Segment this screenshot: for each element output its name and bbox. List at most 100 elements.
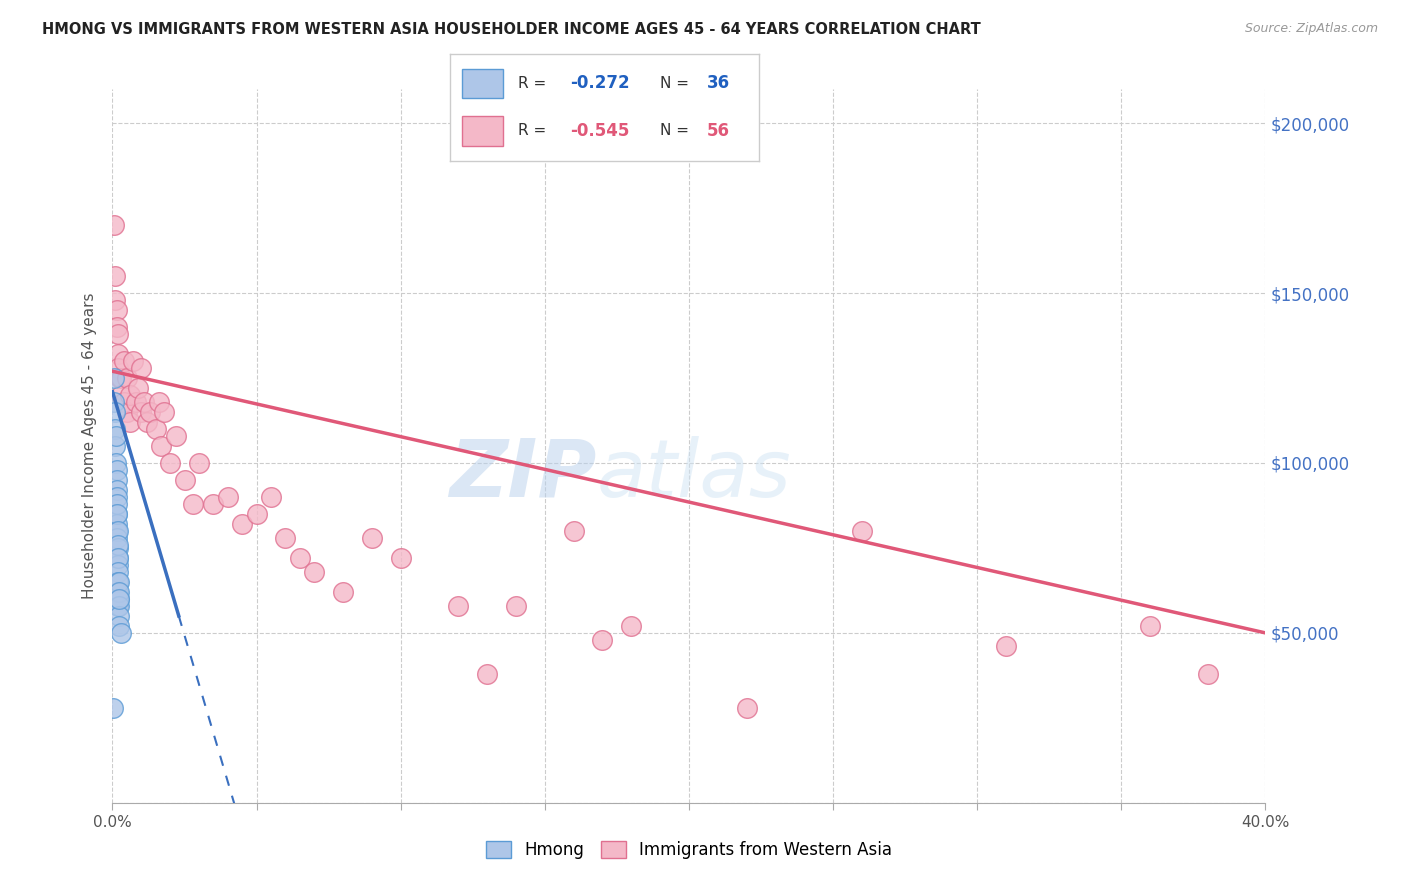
Point [562, 524, 585, 538]
Point [105, 517, 128, 532]
Point [159, 456, 181, 470]
Point [288, 551, 311, 566]
Point [107, 551, 129, 566]
Point [1197, 666, 1219, 681]
Point [103, 371, 125, 385]
Point [851, 524, 873, 538]
Point [202, 497, 225, 511]
Point [592, 632, 614, 647]
Point [360, 531, 382, 545]
Point [107, 574, 129, 589]
Point [104, 405, 127, 419]
Point [105, 531, 128, 545]
Point [118, 388, 141, 402]
Point [107, 599, 129, 613]
Point [127, 381, 149, 395]
Point [104, 269, 127, 284]
Point [104, 439, 127, 453]
Text: -0.272: -0.272 [571, 75, 630, 93]
Point [104, 422, 127, 436]
Point [735, 700, 758, 714]
Point [145, 422, 167, 436]
Point [108, 371, 131, 385]
Text: R =: R = [517, 123, 551, 138]
Point [121, 354, 143, 368]
Bar [463, 69, 502, 98]
Point [246, 507, 269, 521]
Point [108, 591, 131, 606]
Point [107, 558, 129, 572]
Point [165, 429, 187, 443]
Point [332, 585, 354, 599]
Point [105, 490, 128, 504]
Point [107, 326, 129, 341]
Point [188, 456, 211, 470]
Point [118, 415, 141, 429]
Point [148, 394, 170, 409]
Point [1139, 619, 1161, 633]
Point [134, 394, 156, 409]
Point [107, 565, 129, 579]
Point [107, 360, 129, 375]
Point [108, 599, 131, 613]
Point [105, 483, 128, 498]
Text: N =: N = [661, 123, 695, 138]
Point [104, 293, 127, 307]
Point [107, 585, 129, 599]
Text: N =: N = [661, 76, 695, 91]
Point [231, 517, 253, 532]
Point [107, 551, 129, 566]
Point [112, 354, 135, 368]
Text: 36: 36 [707, 75, 730, 93]
Point [105, 320, 128, 334]
Text: 56: 56 [707, 121, 730, 139]
Point [475, 666, 499, 681]
Point [103, 394, 125, 409]
Point [150, 439, 173, 453]
Point [139, 405, 162, 419]
Text: ZIP: ZIP [450, 435, 596, 514]
Point [105, 507, 128, 521]
Legend: Hmong, Immigrants from Western Asia: Hmong, Immigrants from Western Asia [479, 834, 898, 866]
Point [110, 371, 132, 385]
Point [447, 599, 470, 613]
Point [105, 473, 128, 487]
Point [115, 405, 138, 419]
Point [995, 640, 1018, 654]
Point [105, 463, 128, 477]
Bar [463, 116, 502, 145]
Point [105, 303, 128, 318]
Point [107, 537, 129, 551]
Point [110, 626, 132, 640]
Point [108, 585, 131, 599]
Point [104, 456, 127, 470]
Point [124, 394, 146, 409]
Point [110, 388, 132, 402]
Point [107, 524, 129, 538]
Point [103, 218, 125, 232]
Point [129, 360, 153, 375]
Point [153, 405, 176, 419]
Point [105, 497, 128, 511]
Text: -0.545: -0.545 [571, 121, 630, 139]
Point [217, 490, 239, 504]
Text: R =: R = [517, 76, 551, 91]
Point [108, 619, 131, 633]
Point [505, 599, 527, 613]
Point [260, 490, 283, 504]
Point [136, 415, 159, 429]
Text: Source: ZipAtlas.com: Source: ZipAtlas.com [1244, 22, 1378, 36]
Point [112, 394, 135, 409]
Point [129, 405, 153, 419]
Point [107, 541, 129, 555]
Point [105, 524, 128, 538]
Point [620, 619, 643, 633]
Point [104, 429, 127, 443]
Point [115, 371, 138, 385]
Point [103, 700, 125, 714]
Point [107, 347, 129, 361]
Point [107, 574, 129, 589]
Y-axis label: Householder Income Ages 45 - 64 years: Householder Income Ages 45 - 64 years [82, 293, 97, 599]
Point [173, 473, 195, 487]
Point [105, 507, 128, 521]
